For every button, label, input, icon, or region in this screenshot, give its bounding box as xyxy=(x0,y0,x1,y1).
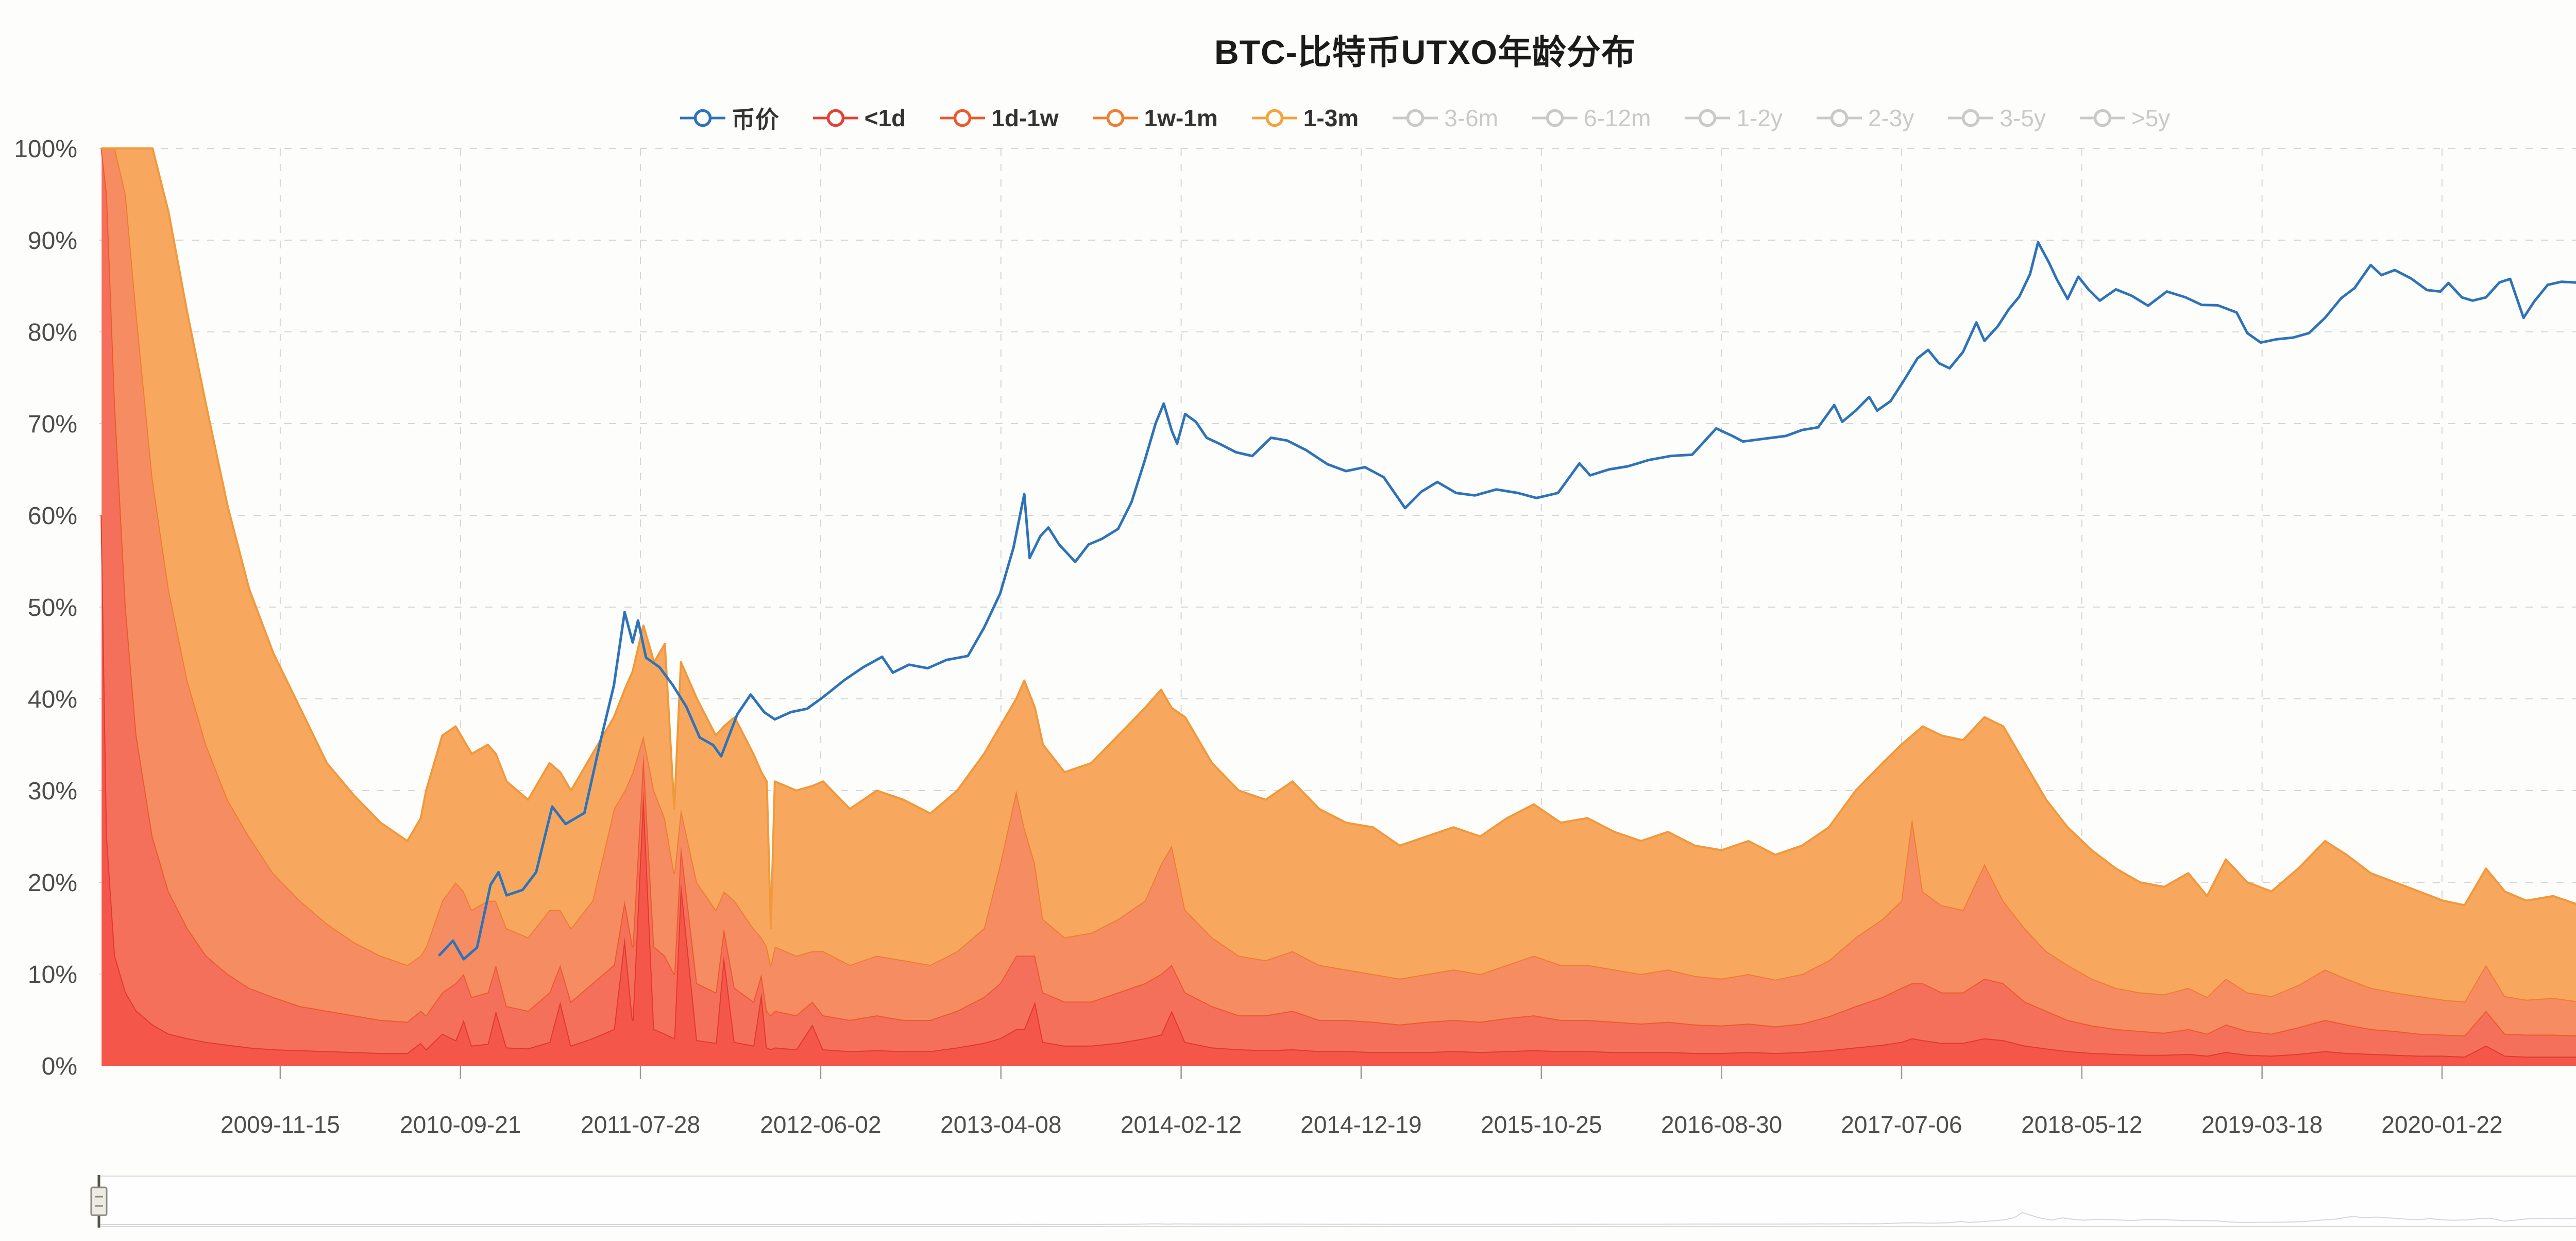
left-axis-label: 30% xyxy=(28,778,77,805)
legend-item-6-12m[interactable]: 6-12m xyxy=(1532,104,1651,132)
x-axis-label: 2017-07-06 xyxy=(1841,1111,1962,1138)
x-axis-label: 2010-09-21 xyxy=(400,1111,521,1138)
left-axis-label: 60% xyxy=(28,502,77,530)
left-axis-label: 40% xyxy=(28,686,77,713)
legend-item-3-5y[interactable]: 3-5y xyxy=(1948,104,2046,132)
legend-marker-icon xyxy=(940,109,986,127)
legend-item-label: <1d xyxy=(864,105,906,131)
left-axis-label: 20% xyxy=(28,869,77,897)
left-axis-label: 70% xyxy=(28,411,77,438)
legend-item--1d[interactable]: <1d xyxy=(812,104,906,132)
legend-marker-icon xyxy=(1532,109,1578,127)
legend-marker-icon xyxy=(1393,109,1438,127)
band-1-3m xyxy=(101,148,2576,1002)
x-axis-label: 2012-06-02 xyxy=(760,1111,881,1138)
utxo-age-bands xyxy=(100,147,2576,1066)
x-axis-label: 2019-03-18 xyxy=(2201,1111,2323,1138)
x-axis-label: 2014-02-12 xyxy=(1121,1111,1242,1138)
legend-item-label: 1-2y xyxy=(1736,105,1783,131)
legend-marker-icon xyxy=(812,109,858,127)
legend-item-label: 币价 xyxy=(731,106,779,133)
left-axis-label: 100% xyxy=(14,136,77,163)
legend-item-label: >5y xyxy=(2131,105,2171,131)
legend-marker-icon xyxy=(1816,109,1862,127)
legend-marker-icon xyxy=(2079,109,2125,127)
x-axis-label: 2018-05-12 xyxy=(2021,1111,2142,1138)
legend-item-label: 1w-1m xyxy=(1144,105,1218,131)
x-axis-label: 2014-12-19 xyxy=(1300,1111,1421,1138)
legend-marker-icon xyxy=(1092,109,1138,127)
legend-item-1w-1m[interactable]: 1w-1m xyxy=(1092,104,1218,132)
x-axis-label: 2013-04-08 xyxy=(940,1111,1061,1138)
legend-item-币价[interactable]: 币价 xyxy=(680,101,779,135)
x-axis-label: 2009-11-15 xyxy=(221,1111,340,1138)
left-axis-label: 50% xyxy=(28,594,77,622)
left-axis-labels: 0% 10% 20% 30% 40% 50% 60% 70% 80% 90% 100% xyxy=(14,136,77,1080)
datazoom-handle-left[interactable] xyxy=(90,1175,108,1228)
legend: 币价 <1d 1d-1w 1w-1m 1-3m 3-6m 6-12m 1-2y 2-3y 3-5y… xyxy=(0,101,2576,135)
legend-marker-icon xyxy=(1251,109,1297,127)
left-axis-label: 10% xyxy=(28,961,77,988)
datazoom-border xyxy=(98,1176,2576,1227)
legend-item-1-3m[interactable]: 1-3m xyxy=(1251,104,1359,132)
left-axis-label: 90% xyxy=(28,227,77,255)
x-axis-label: 2011-07-28 xyxy=(581,1111,700,1138)
legend-item-3-6m[interactable]: 3-6m xyxy=(1393,104,1498,132)
x-axis-labels: 2009-11-15 2010-09-21 2011-07-28 2012-06-02… xyxy=(221,1111,2503,1138)
legend-item-label: 1-3m xyxy=(1303,105,1359,131)
datazoom xyxy=(90,1175,2576,1228)
datazoom-shadow xyxy=(99,1212,2576,1225)
legend-item-label: 2-3y xyxy=(1868,105,1914,131)
legend-item-label: 3-5y xyxy=(1999,105,2046,131)
legend-item-label: 3-6m xyxy=(1444,105,1498,131)
x-axis-label: 2015-10-25 xyxy=(1481,1111,1602,1138)
left-axis-label: 0% xyxy=(42,1053,77,1080)
chart-title: BTC-比特币UTXO年龄分布 xyxy=(1214,33,1636,71)
legend-marker-icon xyxy=(1685,109,1731,127)
x-axis-label: 2020-01-22 xyxy=(2381,1111,2502,1138)
legend-item-label: 6-12m xyxy=(1584,105,1651,131)
legend-item-label: 1d-1w xyxy=(991,105,1059,131)
x-axis-label: 2016-08-30 xyxy=(1661,1111,1782,1138)
legend-item-1-2y[interactable]: 1-2y xyxy=(1685,104,1783,132)
legend-marker-icon xyxy=(680,109,725,127)
datazoom-track[interactable] xyxy=(99,1176,2576,1227)
left-axis-label: 80% xyxy=(28,319,77,346)
price-line xyxy=(438,241,2576,961)
legend-item--5y[interactable]: >5y xyxy=(2079,104,2171,132)
legend-item-2-3y[interactable]: 2-3y xyxy=(1816,104,1914,132)
legend-marker-icon xyxy=(1948,109,1994,127)
legend-item-1d-1w[interactable]: 1d-1w xyxy=(940,104,1059,132)
band-1w-1m xyxy=(101,148,2576,1036)
